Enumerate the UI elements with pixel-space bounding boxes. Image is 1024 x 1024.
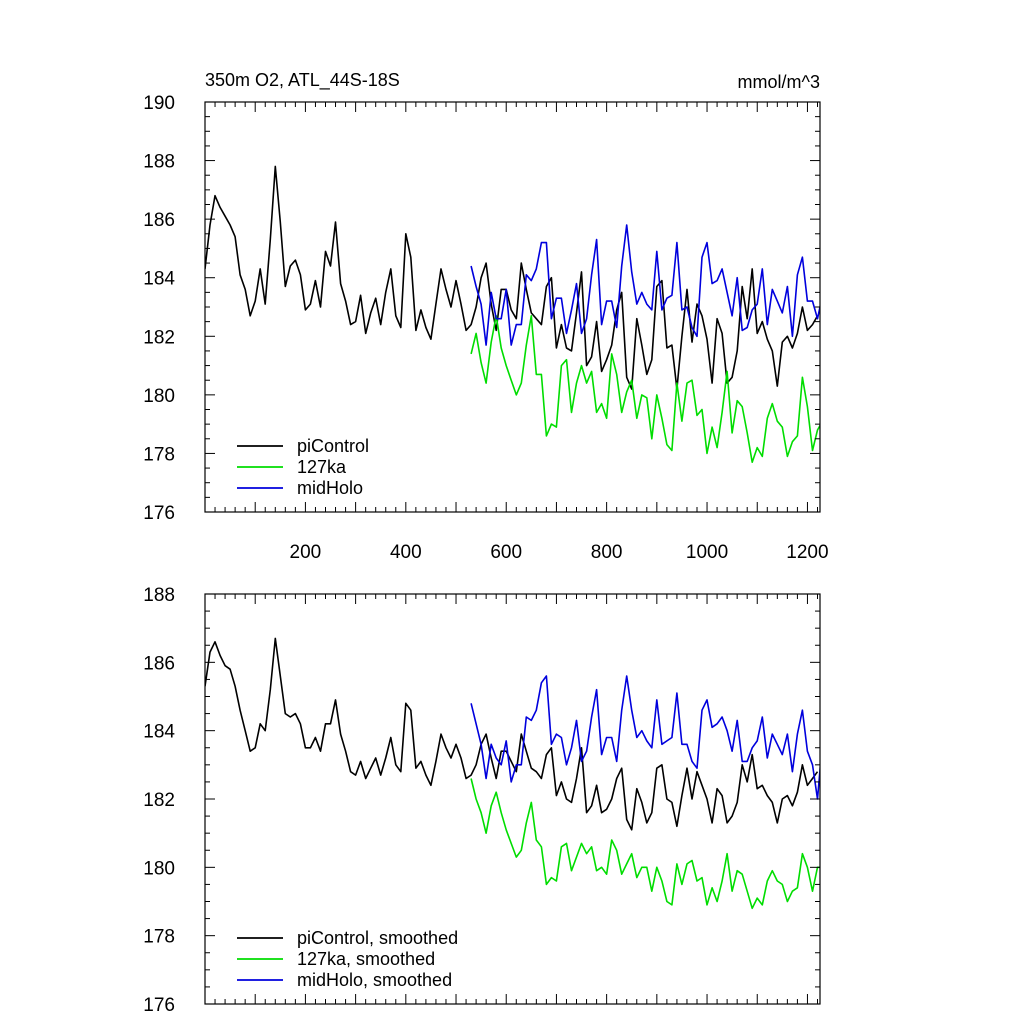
- bottom-y-tick-label: 184: [143, 722, 175, 743]
- top-series-line-midholo: [470, 224, 820, 346]
- top-chart-units: mmol/m^3: [738, 72, 820, 92]
- top-series-line-picontrol: [205, 165, 819, 390]
- top-legend-label-127ka: 127ka: [297, 457, 347, 477]
- bottom-series-line-picontrol: [205, 637, 819, 831]
- bottom-y-tick-label: 178: [143, 927, 175, 948]
- top-y-tick-label: 186: [143, 210, 175, 231]
- top-y-tick-label: 190: [143, 93, 175, 114]
- bottom-y-tick-label: 176: [143, 995, 175, 1016]
- top-x-tick-label: 1000: [686, 542, 728, 563]
- bottom-y-tick-label: 186: [143, 653, 175, 674]
- top-chart-title: 350m O2, ATL_44S-18S: [205, 70, 400, 91]
- top-legend-label-picontrol: piControl: [297, 436, 369, 456]
- top-y-tick-label: 182: [143, 327, 175, 348]
- bottom-legend-label-picontrol: piControl, smoothed: [297, 928, 458, 948]
- bottom-y-tick-label: 188: [143, 585, 175, 606]
- bottom-legend-label-midholo: midHolo, smoothed: [297, 970, 452, 990]
- bottom-y-tick-label: 180: [143, 858, 175, 879]
- top-legend-label-midholo: midHolo: [297, 478, 363, 498]
- top-x-tick-label: 400: [390, 542, 422, 563]
- top-y-tick-label: 188: [143, 152, 175, 173]
- top-y-tick-label: 178: [143, 444, 175, 465]
- bottom-y-tick-label: 182: [143, 790, 175, 811]
- top-x-tick-label: 800: [591, 542, 623, 563]
- top-panel: 350m O2, ATL_44S-18S mmol/m^3 176 178 180 1…: [143, 70, 828, 563]
- top-x-tick-label: 1200: [786, 542, 828, 563]
- top-x-tick-label: 600: [490, 542, 522, 563]
- bottom-legend-label-127ka: 127ka, smoothed: [297, 949, 435, 969]
- bottom-series-line-midholo: [470, 675, 820, 800]
- bottom-panel: 176 178 180 182 184 186 188 piControl, smoothe…: [143, 585, 821, 1016]
- top-series-line-127ka: [470, 314, 820, 464]
- top-y-tick-label: 180: [143, 386, 175, 407]
- bottom-series-line-127ka: [470, 778, 820, 910]
- top-y-tick-label: 184: [143, 269, 175, 290]
- top-y-tick-label: 176: [143, 503, 175, 524]
- top-x-tick-label: 200: [290, 542, 322, 563]
